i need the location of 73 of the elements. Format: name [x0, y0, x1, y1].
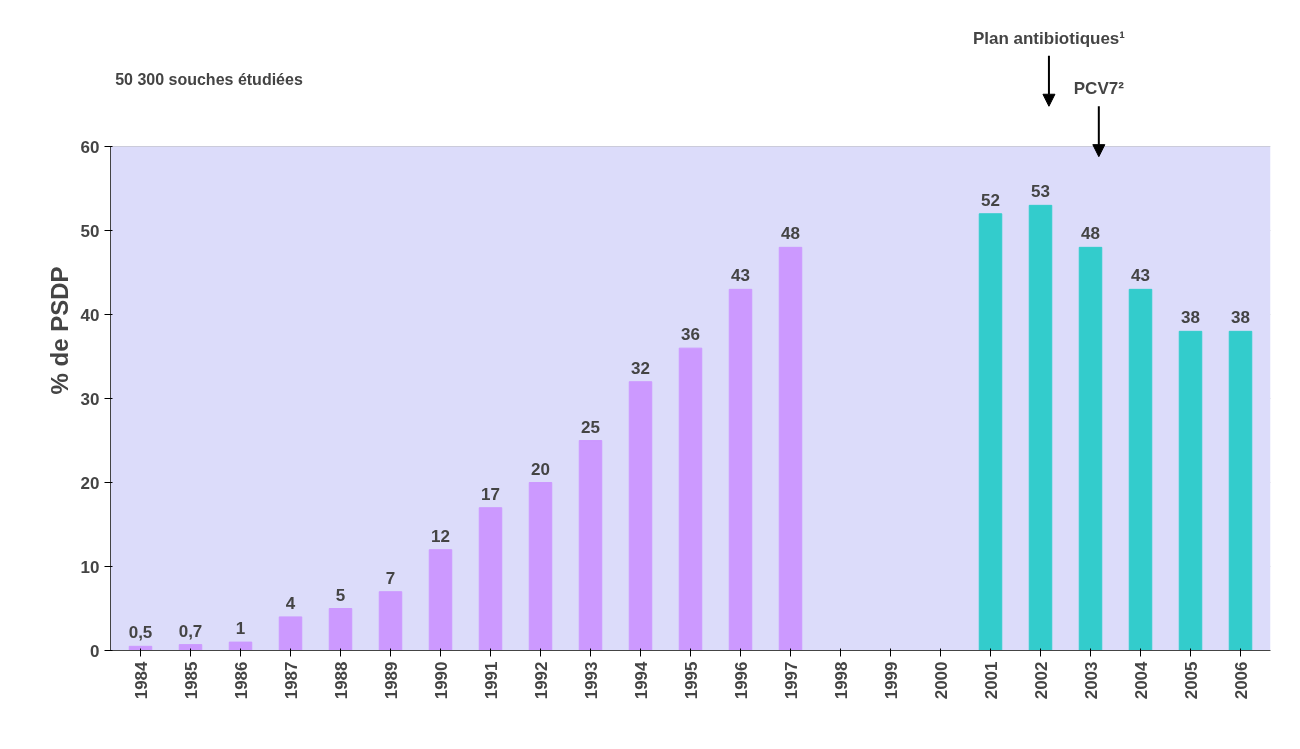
data-label: 43: [1131, 266, 1150, 286]
bar: [1028, 204, 1053, 651]
y-tick-label: 60: [80, 137, 100, 157]
x-tick-label: 1999: [881, 661, 901, 700]
data-label: 32: [631, 358, 650, 378]
data-label: 53: [1031, 182, 1050, 202]
x-tick-label: 2005: [1181, 661, 1201, 700]
x-tick-label: 1985: [181, 661, 201, 700]
bar: [178, 644, 203, 651]
y-tick-label: 0: [90, 641, 100, 661]
bar: [578, 440, 603, 651]
bar: [1228, 330, 1253, 651]
x-tick-label: 2003: [1081, 661, 1101, 700]
data-label: 48: [781, 224, 800, 244]
bar: [978, 213, 1003, 651]
bar: [1078, 246, 1103, 651]
bar: [1178, 330, 1203, 651]
x-tick-label: 1998: [831, 661, 851, 700]
bar: [628, 381, 653, 651]
data-label: 4: [285, 593, 296, 613]
y-tick-label: 20: [80, 473, 100, 493]
x-tick-label: 1994: [631, 660, 651, 700]
data-label: 20: [531, 459, 550, 479]
data-label: 1: [235, 619, 246, 639]
x-tick-label: 1997: [781, 661, 801, 700]
bar: [378, 591, 403, 651]
y-axis-title: % de PSDP: [45, 266, 73, 395]
bar: [478, 507, 503, 651]
y-tick-label: 50: [80, 221, 100, 241]
bar: [778, 246, 803, 651]
text: Plan antibiotiques¹: [972, 28, 1126, 48]
x-tick-label: 1986: [231, 661, 251, 700]
data-label: 7: [385, 568, 396, 588]
data-label: 0,7: [178, 621, 203, 641]
bar: [328, 608, 353, 651]
x-tick-label: 2002: [1031, 661, 1051, 700]
x-tick-label: 1992: [531, 661, 551, 700]
x-tick-label: 1989: [381, 661, 401, 700]
bar: [728, 288, 753, 651]
y-tick-label: 10: [80, 557, 100, 577]
x-tick-label: 2000: [931, 661, 951, 700]
data-label: 5: [335, 585, 346, 605]
data-label: 25: [581, 417, 600, 437]
x-tick-label: 1996: [731, 661, 751, 700]
x-tick-label: 2006: [1231, 661, 1251, 700]
bar: [1128, 288, 1153, 651]
data-label: 12: [431, 526, 450, 546]
data-label: 38: [1231, 308, 1250, 328]
data-label: 38: [1181, 308, 1200, 328]
bar: [428, 549, 453, 651]
data-label: 43: [731, 266, 750, 286]
bar: [678, 347, 703, 651]
x-tick-label: 1993: [581, 661, 601, 700]
y-tick-label: 40: [80, 305, 100, 325]
data-label: 52: [981, 190, 1000, 210]
x-tick-label: 1991: [481, 661, 501, 700]
data-label: 48: [1081, 224, 1100, 244]
x-tick-label: 1984: [131, 660, 151, 700]
x-tick-label: 2004: [1131, 660, 1151, 700]
y-tick-label: 30: [80, 389, 100, 409]
bar: [228, 641, 253, 651]
data-label: 17: [481, 484, 500, 504]
bar: [528, 482, 553, 651]
x-tick-label: 1988: [331, 661, 351, 700]
x-tick-label: 2001: [981, 661, 1001, 700]
text: 50 300 souches étudiées: [115, 71, 303, 89]
text: PCV7²: [1073, 79, 1125, 99]
bar: [278, 616, 303, 651]
data-label: 36: [681, 325, 700, 345]
x-tick-label: 1995: [681, 661, 701, 700]
x-tick-label: 1990: [431, 661, 451, 700]
x-tick-label: 1987: [281, 661, 301, 700]
data-label: 0,5: [128, 623, 153, 643]
